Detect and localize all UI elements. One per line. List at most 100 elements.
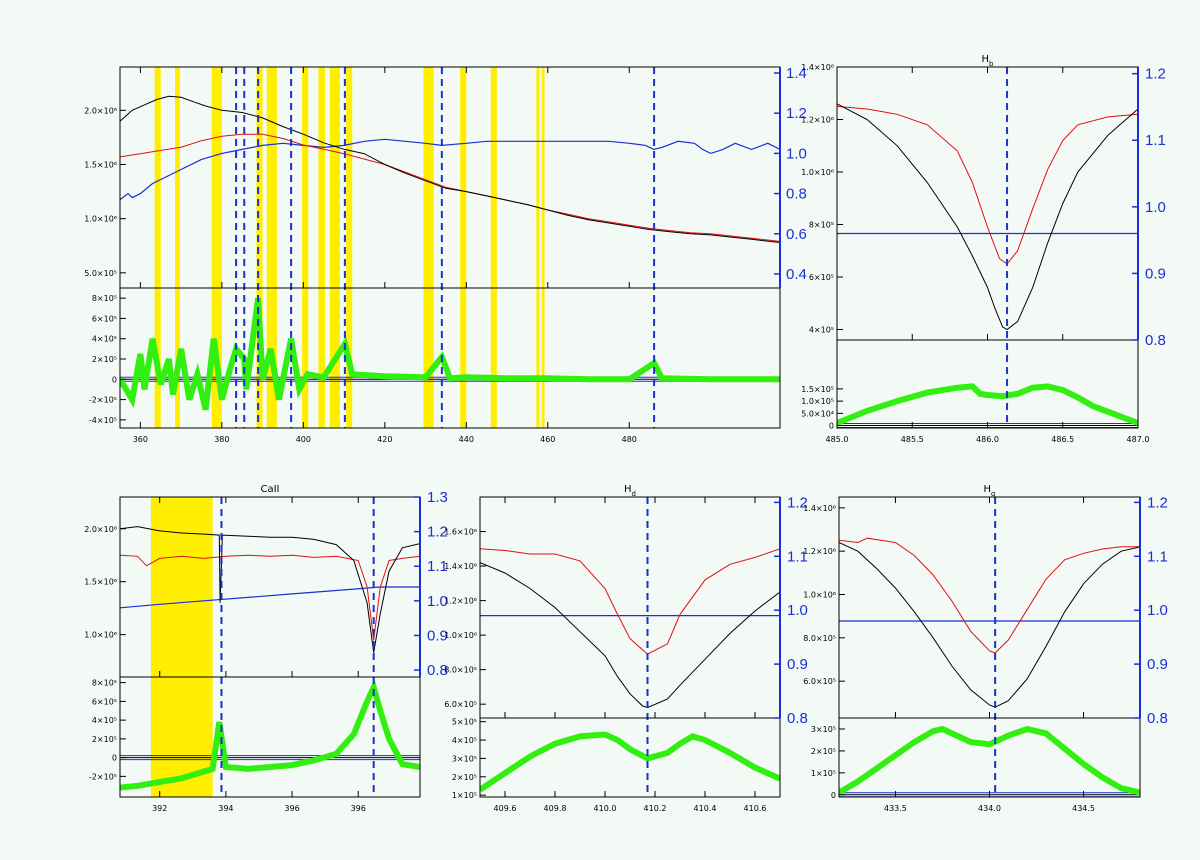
residual-tick-label: 3×10⁵	[811, 725, 836, 734]
residual-frame	[479, 717, 781, 798]
highlight-band	[423, 67, 434, 428]
model-series	[120, 554, 420, 640]
residual-tick-label: 0	[112, 754, 117, 763]
residual-tick-label: 6×10⁵	[92, 697, 117, 706]
residual-tick-label: 0	[831, 791, 836, 800]
highlight-band	[541, 67, 545, 428]
y-tick-label: 5.0×10⁵	[84, 269, 117, 278]
residual-tick-label: 8×10⁵	[92, 679, 117, 688]
ratio-tick-label: 1.2	[1147, 494, 1168, 511]
residual-tick-label: 5.0×10⁴	[801, 409, 834, 418]
residual-tick-label: 1×10⁵	[811, 769, 836, 778]
x-tick-label: 380	[214, 435, 229, 444]
ratio-tick-label: 0.9	[1147, 656, 1168, 673]
y-tick-label: 6.0×10⁵	[803, 677, 836, 686]
ratio-tick-label: 1.0	[427, 593, 448, 610]
residual-tick-label: -2×10⁵	[89, 772, 117, 781]
y-tick-label: 1.6×10⁶	[444, 528, 477, 537]
residual-frame	[836, 339, 1139, 429]
ratio-tick-label: 0.4	[786, 266, 807, 283]
x-tick-label: 410.4	[694, 804, 717, 813]
ratio-tick-label: 1.1	[1145, 132, 1166, 149]
spectrum-frame	[479, 496, 781, 719]
residual-tick-label: 2×10⁵	[92, 355, 117, 364]
ratio-tick-label: 1.1	[787, 548, 808, 565]
ratio-tick-label: 1.0	[1147, 602, 1168, 619]
observed-series	[839, 542, 1140, 708]
ratio-tick-label: 1.2	[787, 494, 808, 511]
y-tick-label: 1.0×10⁶	[803, 591, 836, 600]
ratio-tick-label: 1.2	[786, 105, 807, 122]
highlight-band	[154, 67, 161, 428]
residual-series	[480, 731, 780, 793]
residual-tick-label: 1×10⁵	[452, 791, 477, 800]
panel-hd: 409.6 409.8 410.0 410.2 410.4 410.6 6.0×10⁵ 8.0…	[444, 484, 808, 813]
x-tick-label: 410.2	[644, 804, 667, 813]
highlight-band	[211, 67, 222, 428]
residual-series	[839, 725, 1140, 796]
ratio-tick-label: 1.4	[786, 65, 807, 82]
panel-title-sub: b	[989, 60, 994, 68]
model-series	[480, 548, 780, 655]
observed-series	[480, 562, 780, 709]
highlight-band	[150, 497, 213, 797]
x-tick-label: 487.0	[1127, 435, 1150, 444]
highlight-band	[175, 67, 180, 428]
y-tick-label: 6×10⁵	[809, 273, 834, 282]
y-tick-label: 1.2×10⁶	[803, 547, 836, 556]
ratio-tick-label: 1.2	[1145, 66, 1166, 83]
residual-series	[120, 297, 780, 411]
y-tick-label: 8×10⁵	[809, 221, 834, 230]
ratio-tick-label: 0.8	[787, 710, 808, 727]
panel-title-main: H	[624, 484, 632, 495]
residual-tick-label: 1.5×10⁵	[801, 385, 834, 394]
model-series	[837, 105, 1138, 265]
observed-series	[120, 526, 420, 653]
residual-tick-label: 2×10⁵	[92, 735, 117, 744]
x-tick-label: 392	[152, 804, 167, 813]
residual-tick-label: 2×10⁵	[452, 773, 477, 782]
highlight-band	[536, 67, 540, 428]
ratio-tick-label: 0.8	[1145, 332, 1166, 349]
ratio-tick-label: 0.9	[427, 627, 448, 644]
residual-tick-label: 4×10⁵	[92, 335, 117, 344]
residual-tick-label: 6×10⁵	[92, 314, 117, 323]
y-tick-label: 1.5×10⁶	[84, 578, 117, 587]
residual-frame	[838, 717, 1141, 798]
residual-series	[120, 678, 420, 791]
x-tick-label: 433.5	[884, 804, 907, 813]
ratio-tick-label: 1.3	[427, 489, 448, 506]
ratio-tick-label: 0.8	[427, 662, 448, 679]
highlight-band	[490, 67, 497, 428]
residual-tick-label: 4×10⁵	[452, 736, 477, 745]
x-tick-label: 440	[459, 435, 474, 444]
x-tick-label: 434.5	[1072, 804, 1095, 813]
panel-hb: 485.0 485.5 486.0 486.5 487.0 4×10⁵ 6×10⁵ 8×10⁵…	[801, 54, 1166, 444]
x-tick-label: 409.8	[544, 804, 567, 813]
ratio-tick-label: 0.6	[786, 226, 807, 243]
y-tick-label: 1.4×10⁶	[444, 562, 477, 571]
panel-title: CaII	[260, 484, 279, 495]
panel-caii: 392 394 396 396 1.0×10⁶ 1.5×10⁶ 2.0×10⁶ 0.8 0.9 1…	[84, 484, 448, 813]
y-tick-label: 1.0×10⁶	[444, 631, 477, 640]
residual-tick-label: 4×10⁵	[92, 716, 117, 725]
x-tick-label: 400	[296, 435, 311, 444]
ratio-tick-label: 1.0	[1145, 199, 1166, 216]
data-layer	[837, 67, 1138, 428]
model-series	[839, 537, 1140, 654]
residual-tick-label: -4×10⁵	[89, 416, 117, 425]
y-tick-label: 4×10⁵	[809, 326, 834, 335]
residual-tick-label: 3×10⁵	[452, 754, 477, 763]
y-tick-label: 1.5×10⁶	[84, 161, 117, 170]
residual-series	[837, 383, 1138, 426]
data-layer	[120, 67, 780, 428]
x-tick-label: 485.0	[826, 435, 849, 444]
residual-tick-label: 0	[112, 375, 117, 384]
y-tick-label: 1.4×10⁶	[801, 63, 834, 72]
x-tick-label: 396	[351, 804, 366, 813]
ratio-tick-label: 0.8	[1147, 710, 1168, 727]
x-tick-label: 409.6	[494, 804, 517, 813]
y-tick-label: 6.0×10⁵	[444, 700, 477, 709]
panel-full: 360 380 400 420 440 460 480 5.0×10⁵ 1.0×10⁶ 1.5×1…	[84, 65, 807, 444]
x-tick-label: 410.0	[594, 804, 617, 813]
